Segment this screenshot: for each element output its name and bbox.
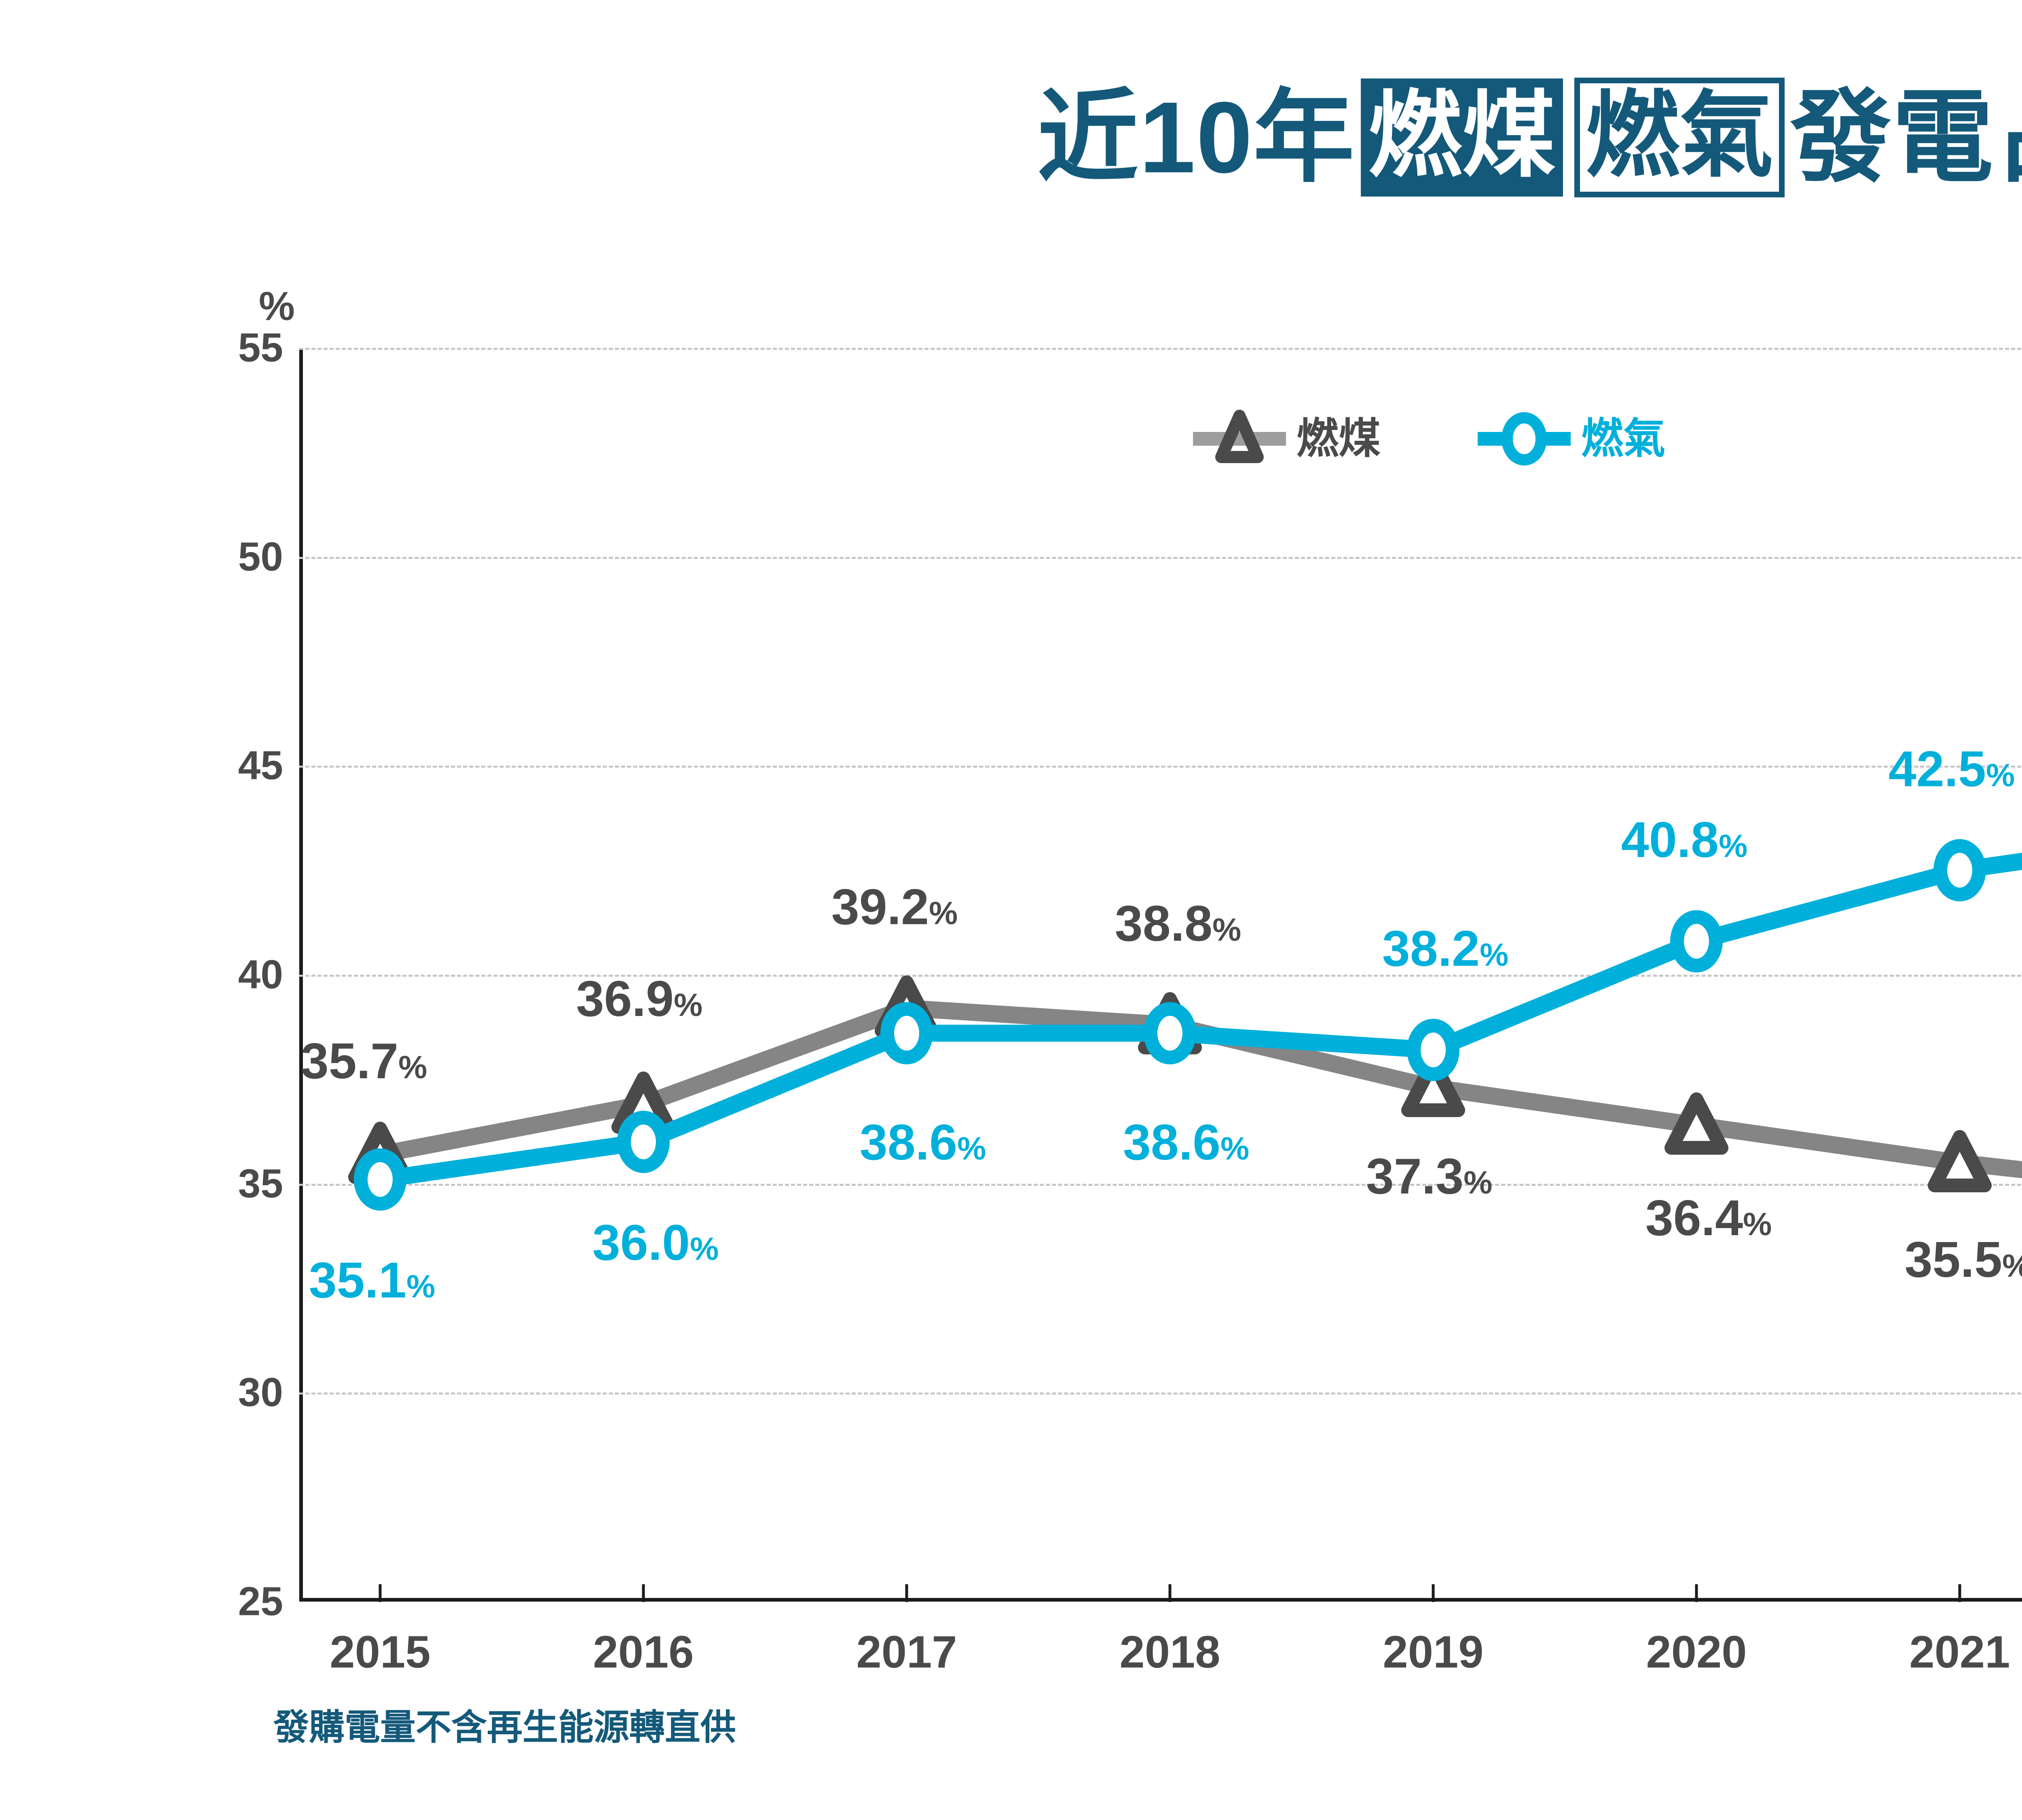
gridline xyxy=(299,975,2022,977)
x-tick-label: 2018 xyxy=(1119,1627,1220,1677)
plot-area: 55 50 45 40 35 30 25 2015 2016 2017 2018 2019 2020 2… xyxy=(238,325,2022,1677)
data-point-label: 42.5% xyxy=(1888,741,2015,797)
legend-item-gas[interactable]: 燃氣 xyxy=(1478,408,1665,469)
data-point-label: 40.8% xyxy=(1621,812,1748,868)
y-tick-label: 50 xyxy=(238,534,283,580)
data-point-label: 36.0% xyxy=(592,1215,719,1271)
x-tick-label: 2016 xyxy=(593,1627,694,1677)
y-tick-label: 25 xyxy=(238,1579,283,1624)
data-point-label: 38.6% xyxy=(1123,1114,1250,1170)
gridline xyxy=(299,1183,2022,1186)
page-title: 近10年 燃煤 燃氣 發電占比 xyxy=(0,77,2022,198)
coal-data-point-marker[interactable] xyxy=(1665,1092,1728,1155)
gas-data-point-marker[interactable] xyxy=(1144,1002,1196,1064)
legend-label-gas: 燃氣 xyxy=(1581,415,1666,462)
y-tick-label: 45 xyxy=(238,743,283,788)
y-axis-unit: % xyxy=(259,284,295,329)
x-tick-mark xyxy=(642,1584,645,1602)
x-tick-mark xyxy=(379,1584,382,1602)
legend-item-coal[interactable]: 燃煤 xyxy=(1193,408,1381,469)
coal-triangle-marker-icon xyxy=(1193,410,1286,463)
x-tick-mark xyxy=(1695,1584,1698,1602)
title-tag-coal: 燃煤 xyxy=(1361,78,1563,197)
coal-data-point-marker[interactable] xyxy=(1928,1130,1992,1192)
x-tick-mark xyxy=(905,1584,908,1602)
gas-data-point-marker[interactable] xyxy=(617,1111,670,1173)
legend: 燃煤 燃氣 xyxy=(1193,408,1665,469)
series-line-solid xyxy=(372,853,2022,1188)
data-point-label: 39.2% xyxy=(831,879,958,935)
series-line-solid xyxy=(372,999,2022,1179)
gas-data-point-marker[interactable] xyxy=(1670,910,1723,973)
y-tick-label: 35 xyxy=(238,1161,283,1206)
data-point-label: 35.7% xyxy=(300,1033,427,1090)
data-point-label: 35.1% xyxy=(309,1253,436,1309)
data-point-label: 36.4% xyxy=(1645,1190,1772,1246)
data-point-label: 37.3% xyxy=(1366,1149,1493,1204)
x-tick-label: 2019 xyxy=(1383,1627,1484,1677)
gridline xyxy=(299,348,2022,350)
data-point-label: 38.8% xyxy=(1115,896,1242,952)
x-tick-mark xyxy=(1958,1584,1961,1602)
y-tick-label: 30 xyxy=(238,1369,283,1415)
gas-data-point-marker[interactable] xyxy=(354,1148,406,1211)
gas-circle-marker-icon xyxy=(1478,412,1571,466)
gridline xyxy=(299,557,2022,559)
title-part-2: 發電占比 xyxy=(1790,81,2022,194)
series-lines xyxy=(348,839,2022,1211)
data-point-label: 36.9% xyxy=(576,971,703,1027)
data-point-label: 38.2% xyxy=(1382,921,1509,977)
x-tick-label: 2015 xyxy=(330,1627,431,1677)
x-tick-label: 2020 xyxy=(1646,1627,1747,1677)
x-tick-mark xyxy=(1168,1584,1172,1602)
y-tick-label: 55 xyxy=(238,325,283,370)
data-point-label: 35.5% xyxy=(1904,1232,2022,1288)
x-axis-line xyxy=(299,1598,2022,1602)
y-tick-label: 40 xyxy=(238,952,283,997)
x-tick-label: 2021 xyxy=(1909,1627,2010,1677)
footnote-left: 發購電量不含再生能源轉直供 xyxy=(273,1707,736,1747)
gas-data-point-marker[interactable] xyxy=(1933,839,1986,902)
title-tag-gas: 燃氣 xyxy=(1574,78,1785,197)
x-tick-mark xyxy=(1432,1584,1435,1602)
gridline xyxy=(299,766,2022,768)
gas-data-point-marker[interactable] xyxy=(880,1002,933,1064)
gridline xyxy=(299,1393,2022,1395)
title-part-1: 近10年 xyxy=(1037,81,1356,194)
x-tick-label: 2017 xyxy=(856,1627,957,1677)
gas-data-point-marker[interactable] xyxy=(1407,1019,1459,1081)
legend-label-coal: 燃煤 xyxy=(1297,415,1381,462)
data-point-label: 38.6% xyxy=(859,1114,986,1170)
coal-data-point-marker[interactable] xyxy=(1401,1055,1465,1117)
